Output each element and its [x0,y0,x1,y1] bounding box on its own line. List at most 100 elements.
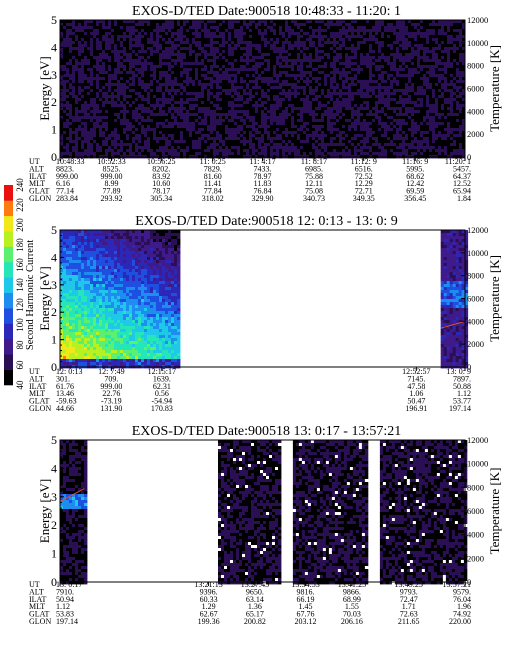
heatmap-cell [123,53,127,57]
heatmap-cell [201,101,205,105]
heatmap-cell [147,41,151,45]
heatmap-cell [69,122,73,126]
heatmap-cell [69,74,73,78]
heatmap-cell [81,23,85,27]
heatmap-cell [381,98,385,102]
heatmap-cell [336,146,340,150]
heatmap-cell [93,134,97,138]
heatmap-cell [111,65,115,69]
heatmap-cell [219,80,223,84]
heatmap-cell [237,26,241,30]
heatmap-cell [183,65,187,69]
heatmap-cell [366,38,370,42]
heatmap-cell [231,113,235,117]
heatmap-cell [183,44,187,48]
heatmap-cell [261,26,265,30]
heatmap-cell [162,149,166,153]
heatmap-cell [69,149,73,153]
heatmap-cell [324,77,328,81]
heatmap-cell [189,131,193,135]
heatmap-cell [234,68,238,72]
heatmap-cell [144,83,148,87]
heatmap-cell [90,113,94,117]
heatmap-cell [234,20,238,24]
heatmap-cell [135,32,139,36]
heatmap-cell [114,98,118,102]
heatmap-cell [168,74,172,78]
heatmap-cell [162,98,166,102]
heatmap-cell [93,101,97,105]
heatmap-cell [321,149,325,153]
heatmap-cell [309,95,313,99]
heatmap-cell [174,104,178,108]
heatmap-cell [93,143,97,147]
heatmap-cell [204,143,208,147]
heatmap-cell [75,32,79,36]
heatmap-cell [186,140,190,144]
heatmap-cell [201,137,205,141]
heatmap-cell [261,56,265,60]
heatmap-cell [258,80,262,84]
heatmap-cell [135,23,139,27]
heatmap-cell [168,53,172,57]
heatmap-cell [228,80,232,84]
heatmap-cell [129,119,133,123]
heatmap-cell [243,113,247,117]
heatmap-cell [258,104,262,108]
heatmap-cell [129,98,133,102]
heatmap-cell [381,104,385,108]
heatmap-cell [384,86,388,90]
heatmap-cell [141,101,145,105]
heatmap-cell [255,131,259,135]
heatmap-cell [336,122,340,126]
heatmap-cell [204,131,208,135]
heatmap-cell [120,125,124,129]
heatmap-cell [312,59,316,63]
heatmap-cell [231,77,235,81]
heatmap-cell [336,44,340,48]
heatmap-cell [111,26,115,30]
heatmap-cell [348,128,352,132]
heatmap-cell [75,83,79,87]
heatmap-cell [69,110,73,114]
heatmap-cell [174,146,178,150]
heatmap-cell [195,50,199,54]
heatmap-cell [276,107,280,111]
heatmap-cell [237,113,241,117]
heatmap-cell [303,101,307,105]
heatmap-cell [228,149,232,153]
heatmap-cell [291,86,295,90]
heatmap-cell [93,104,97,108]
heatmap-cell [255,29,259,33]
heatmap-cell [183,23,187,27]
heatmap-cell [213,89,217,93]
heatmap-cell [297,62,301,66]
heatmap-cell [219,47,223,51]
heatmap-cell [117,119,121,123]
heatmap-cell [369,98,373,102]
heatmap-cell [219,140,223,144]
heatmap-cell [126,98,130,102]
heatmap-cell [105,62,109,66]
heatmap-cell [375,38,379,42]
heatmap-cell [114,38,118,42]
heatmap-cell [378,50,382,54]
heatmap-cell [183,86,187,90]
heatmap-cell [258,53,262,57]
heatmap-cell [333,146,337,150]
heatmap-cell [264,98,268,102]
heatmap-cell [84,68,88,72]
heatmap-cell [135,83,139,87]
heatmap-cell [126,26,130,30]
heatmap-cell [306,128,310,132]
heatmap-cell [234,50,238,54]
heatmap-cell [288,143,292,147]
heatmap-cell [369,47,373,51]
heatmap-cell [168,29,172,33]
heatmap-cell [150,104,154,108]
heatmap-cell [315,98,319,102]
heatmap-cell [369,56,373,60]
heatmap-cell [180,62,184,66]
heatmap-cell [105,143,109,147]
heatmap-cell [186,89,190,93]
